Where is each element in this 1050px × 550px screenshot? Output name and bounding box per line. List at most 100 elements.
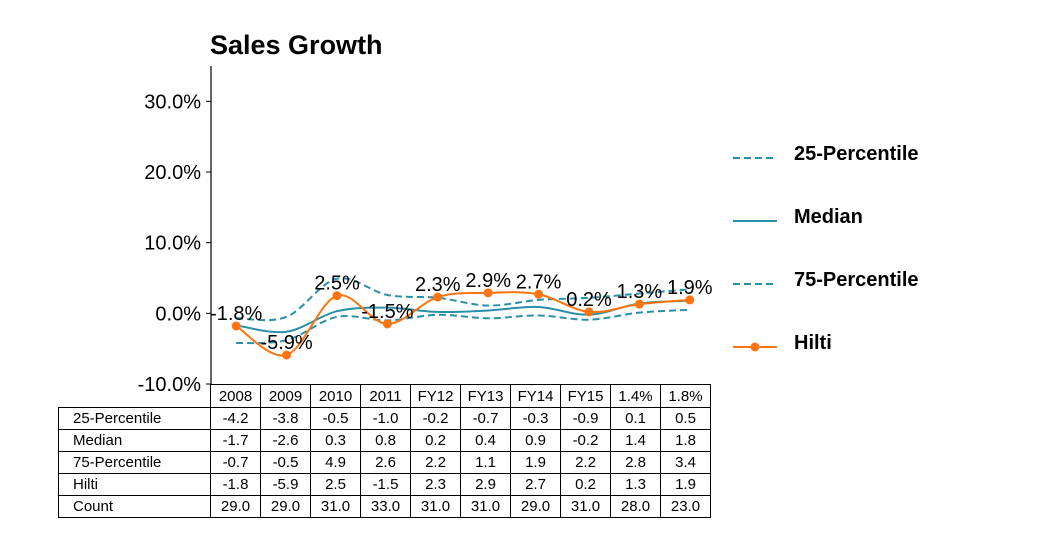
table-corner (59, 385, 211, 408)
legend-label: 75-Percentile (794, 269, 919, 291)
series-line-75-percentile (236, 308, 690, 345)
table-cell: 0.8 (360, 429, 411, 452)
table-header-row: 2008 2009 2010 2011 FY12 FY13 FY14 FY15 1.4% 1.8% (59, 384, 711, 408)
legend-label: Median (794, 206, 863, 228)
hilti-point (534, 289, 544, 299)
table-column-header: 1.8% (660, 384, 711, 408)
table-column-header: 2010 (310, 384, 361, 408)
y-tick-label: -10.0% (138, 374, 202, 396)
legend-item-25-percentile: 25-Percentile (730, 140, 990, 170)
table-row: Hilti -1.8 -5.9 2.5 -1.5 2.3 2.9 2.7 0.2 1.3 1.9 (58, 473, 711, 496)
table-cell: 0.2 (410, 429, 461, 452)
hilti-point-label: -1.5% (361, 301, 413, 323)
table-column-header: 2009 (260, 384, 311, 408)
legend-label: 25-Percentile (794, 143, 919, 165)
hilti-point (282, 350, 292, 360)
table-column-header: 1.4% (610, 384, 661, 408)
table-cell: 2.5 (310, 473, 361, 496)
hilti-point-label: 1.9% (667, 277, 713, 299)
legend-item-median: Median (730, 203, 990, 233)
table-cell: 2.7 (510, 473, 561, 496)
legend-label: Hilti (794, 332, 832, 354)
table-cell: -0.9 (560, 407, 611, 430)
hilti-point (584, 307, 594, 317)
series-line-25-percentile (236, 277, 690, 322)
table-cell: 0.5 (660, 407, 711, 430)
table-cell: -5.9 (260, 473, 311, 496)
hilti-point-label: 0.2% (566, 289, 612, 311)
legend-swatch (733, 283, 777, 285)
legend-item-hilti: Hilti (730, 329, 990, 359)
hilti-point (231, 321, 241, 331)
table-column-header: FY12 (410, 384, 461, 408)
hilti-point-label: 1.3% (617, 281, 663, 303)
table-cell: 1.1 (460, 451, 511, 474)
hilti-point-label: 2.5% (314, 273, 360, 295)
hilti-point (685, 295, 695, 305)
chart-title: Sales Growth (210, 30, 383, 60)
table-cell: -0.2 (410, 407, 461, 430)
table-cell: 2.9 (460, 473, 511, 496)
table-cell: 2.8 (610, 451, 661, 474)
hilti-point (332, 291, 342, 301)
table-cell: 1.3 (610, 473, 661, 496)
table-cell: 29.0 (260, 495, 311, 518)
table-cell: 31.0 (410, 495, 461, 518)
table-cell: 29.0 (210, 495, 261, 518)
table-cell: -0.7 (460, 407, 511, 430)
table-column-header: FY15 (560, 384, 611, 408)
hilti-point (433, 292, 443, 302)
table-cell: 31.0 (460, 495, 511, 518)
table-cell: 4.9 (310, 451, 361, 474)
table-cell: -0.3 (510, 407, 561, 430)
table-row-label: 25-Percentile (58, 407, 211, 430)
table-cell: 0.2 (560, 473, 611, 496)
table-cell: 23.0 (660, 495, 711, 518)
table-cell: 0.3 (310, 429, 361, 452)
table-column-header: FY14 (510, 384, 561, 408)
table-column-header: FY13 (460, 384, 511, 408)
table-row: Median -1.7 -2.6 0.3 0.8 0.2 0.4 0.9 -0.2 1.4 1.8 (58, 429, 711, 452)
table-cell: 2.6 (360, 451, 411, 474)
legend-swatch (733, 157, 777, 159)
table-cell: -1.7 (210, 429, 261, 452)
table-column-header: 2011 (360, 384, 411, 408)
table-cell: 31.0 (310, 495, 361, 518)
hilti-point-label: -1.8% (210, 303, 262, 325)
hilti-point-label: 2.7% (516, 271, 562, 293)
table-cell: 1.8 (660, 429, 711, 452)
table-cell: -0.2 (560, 429, 611, 452)
table-cell: 1.9 (510, 451, 561, 474)
table-cell: 0.4 (460, 429, 511, 452)
hilti-point-label: -5.9% (260, 332, 312, 354)
table-row: 25-Percentile -4.2 -3.8 -0.5 -1.0 -0.2 -0.7 -0.… (58, 407, 711, 430)
hilti-point (382, 319, 392, 329)
table-row-label: Median (58, 429, 211, 452)
table-cell: 2.2 (410, 451, 461, 474)
table-cell: 1.4 (610, 429, 661, 452)
series-line-hilti (235, 291, 690, 357)
table-cell: -0.7 (210, 451, 261, 474)
data-table: 2008 2009 2010 2011 FY12 FY13 FY14 FY15 1.4% 1.8%… (58, 384, 711, 518)
table-row: Count 29.0 29.0 31.0 33.0 31.0 31.0 29.0 31.0 28.… (58, 495, 711, 518)
table-cell: 33.0 (360, 495, 411, 518)
hilti-point (483, 288, 493, 298)
table-row: 75-Percentile -0.7 -0.5 4.9 2.6 2.2 1.1 1.9 2.2 2… (58, 451, 711, 474)
table-cell: 29.0 (510, 495, 561, 518)
table-row-label: Count (58, 495, 211, 518)
table-cell: -3.8 (260, 407, 311, 430)
table-cell: -2.6 (260, 429, 311, 452)
table-cell: 0.9 (510, 429, 561, 452)
table-cell: 3.4 (660, 451, 711, 474)
table-cell: 28.0 (610, 495, 661, 518)
hilti-point-label: 2.9% (465, 270, 511, 292)
table-cell: -4.2 (210, 407, 261, 430)
hilti-point-label: 2.3% (415, 274, 461, 296)
table-cell: 1.9 (660, 473, 711, 496)
table-cell: -1.0 (360, 407, 411, 430)
table-cell: 31.0 (560, 495, 611, 518)
table-cell: -0.5 (310, 407, 361, 430)
y-tick-label: 0.0% (155, 303, 201, 325)
hilti-point (634, 299, 644, 309)
